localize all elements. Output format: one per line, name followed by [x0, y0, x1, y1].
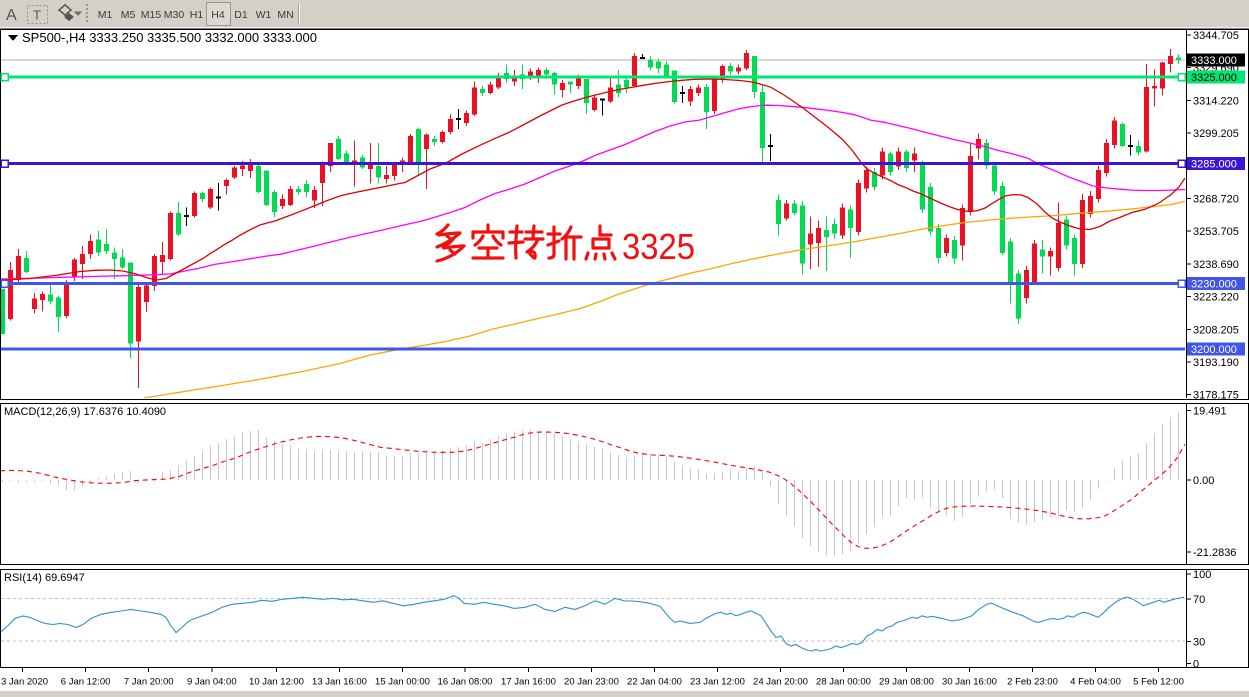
svg-text:T: T [33, 8, 41, 23]
svg-text:16 Jan 08:00: 16 Jan 08:00 [438, 677, 493, 688]
svg-text:3325: 3325 [622, 226, 695, 267]
svg-text:3208.205: 3208.205 [1193, 324, 1239, 336]
svg-text:24 Jan 20:00: 24 Jan 20:00 [753, 677, 808, 688]
svg-text:9 Jan 04:00: 9 Jan 04:00 [187, 677, 237, 688]
svg-text:3299.205: 3299.205 [1193, 128, 1239, 140]
svg-text:M15: M15 [141, 9, 162, 21]
svg-text:3223.220: 3223.220 [1193, 292, 1239, 304]
svg-text:H4: H4 [211, 9, 225, 21]
svg-text:4 Feb 04:00: 4 Feb 04:00 [1070, 677, 1121, 688]
svg-text:10 Jan 12:00: 10 Jan 12:00 [249, 677, 304, 688]
svg-text:3 Jan 2020: 3 Jan 2020 [1, 677, 48, 688]
svg-text:30: 30 [1193, 637, 1205, 649]
svg-text:3230.000: 3230.000 [1191, 279, 1237, 291]
svg-text:MACD(12,26,9) 17.6376 10.4090: MACD(12,26,9) 17.6376 10.4090 [4, 406, 166, 418]
svg-text:RSI(14) 69.6947: RSI(14) 69.6947 [4, 572, 85, 584]
svg-text:3325.000: 3325.000 [1191, 72, 1237, 84]
svg-text:A: A [6, 7, 17, 24]
svg-text:15 Jan 00:00: 15 Jan 00:00 [375, 677, 430, 688]
svg-text:5 Feb 12:00: 5 Feb 12:00 [1133, 677, 1184, 688]
svg-text:M30: M30 [164, 9, 185, 21]
svg-text:SP500-,H4 3333.250 3335.500 3: SP500-,H4 3333.250 3335.500 3332.000 333… [22, 30, 317, 45]
svg-text:3344.705: 3344.705 [1193, 30, 1239, 42]
svg-text:28 Jan 00:00: 28 Jan 00:00 [816, 677, 871, 688]
svg-text:0: 0 [1193, 659, 1199, 671]
svg-text:3253.705: 3253.705 [1193, 226, 1239, 238]
svg-text:3200.000: 3200.000 [1191, 344, 1237, 356]
svg-text:-21.2836: -21.2836 [1193, 547, 1236, 559]
svg-text:19.491: 19.491 [1193, 406, 1227, 418]
svg-text:3238.690: 3238.690 [1193, 259, 1239, 271]
svg-text:22 Jan 04:00: 22 Jan 04:00 [627, 677, 682, 688]
svg-text:30 Jan 16:00: 30 Jan 16:00 [942, 677, 997, 688]
svg-text:6 Jan 12:00: 6 Jan 12:00 [61, 677, 111, 688]
svg-text:23 Jan 12:00: 23 Jan 12:00 [690, 677, 745, 688]
svg-text:100: 100 [1193, 569, 1211, 581]
svg-text:M1: M1 [98, 9, 113, 21]
svg-text:0.00: 0.00 [1193, 475, 1214, 487]
svg-text:70: 70 [1193, 594, 1205, 606]
svg-text:D1: D1 [234, 9, 248, 21]
svg-text:3193.190: 3193.190 [1193, 357, 1239, 369]
svg-text:7 Jan 20:00: 7 Jan 20:00 [124, 677, 174, 688]
svg-text:3333.000: 3333.000 [1191, 55, 1237, 67]
svg-text:MN: MN [277, 9, 293, 21]
svg-text:2 Feb 23:00: 2 Feb 23:00 [1007, 677, 1058, 688]
svg-text:3285.000: 3285.000 [1191, 159, 1237, 171]
svg-text:3268.720: 3268.720 [1193, 194, 1239, 206]
svg-text:20 Jan 23:00: 20 Jan 23:00 [564, 677, 619, 688]
svg-text:13 Jan 16:00: 13 Jan 16:00 [312, 677, 367, 688]
svg-text:29 Jan 08:00: 29 Jan 08:00 [879, 677, 934, 688]
svg-text:3314.220: 3314.220 [1193, 95, 1239, 107]
svg-text:W1: W1 [256, 9, 272, 21]
svg-text:M5: M5 [121, 9, 136, 21]
svg-text:3178.175: 3178.175 [1193, 390, 1239, 402]
svg-text:17 Jan 16:00: 17 Jan 16:00 [501, 677, 556, 688]
svg-text:H1: H1 [190, 9, 204, 21]
